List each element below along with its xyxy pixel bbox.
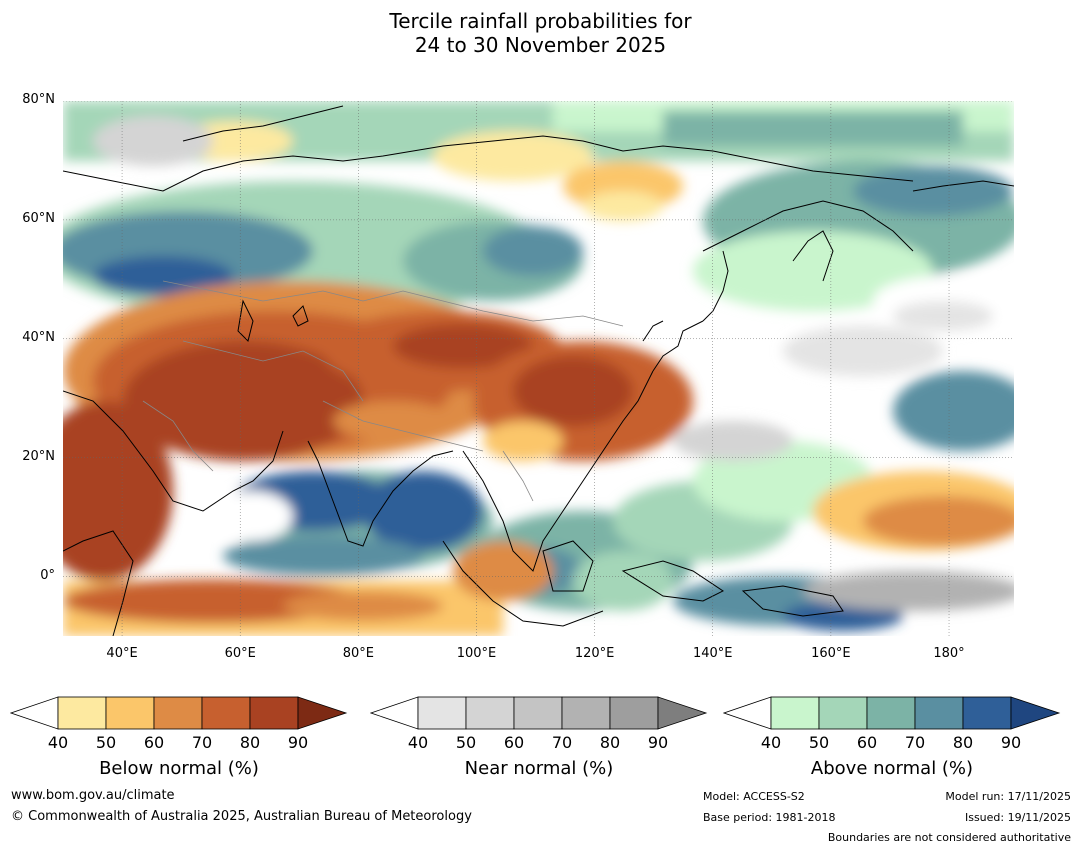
colorbar-segment xyxy=(57,696,107,730)
colorbar-segment xyxy=(914,696,964,730)
colorbar-segment xyxy=(201,696,251,730)
map-title-line2: 24 to 30 November 2025 xyxy=(414,33,667,57)
copyright-text: © Commonwealth of Australia 2025, Austra… xyxy=(11,809,472,824)
colorbar-segment xyxy=(465,696,515,730)
longitude-label: 100°E xyxy=(456,646,497,661)
above-normal-title: Above normal (%) xyxy=(810,758,974,779)
coastlines xyxy=(63,105,1014,636)
colorbar-tick-label: 70 xyxy=(904,733,926,752)
latitude-label: 80°N xyxy=(22,92,55,107)
colorbar-segment xyxy=(513,696,563,730)
colorbar-lower-extension xyxy=(9,696,59,730)
longitude-label: 120°E xyxy=(574,646,615,661)
latitude-label: 0° xyxy=(40,567,55,583)
model-label: Model: ACCESS-S2 xyxy=(703,790,805,803)
colorbar-segment xyxy=(866,696,916,730)
colorbar-tick-label: 40 xyxy=(47,733,69,752)
longitude-label: 180° xyxy=(933,646,965,661)
colorbar-tick-label: 80 xyxy=(239,733,261,752)
boundaries-disclaimer: Boundaries are not considered authoritat… xyxy=(827,831,1071,844)
longitude-label: 80°E xyxy=(342,646,374,661)
probability-field xyxy=(63,101,1014,636)
model-run-label: Model run: 17/11/2025 xyxy=(945,790,1071,803)
colorbar-segment xyxy=(609,696,659,730)
map-title-line1: Tercile rainfall probabilities for xyxy=(389,9,692,33)
colorbar-tick-label: 60 xyxy=(503,733,525,752)
longitude-label: 140°E xyxy=(692,646,733,661)
longitude-label: 60°E xyxy=(224,646,256,661)
colorbar-tick-label: 40 xyxy=(760,733,782,752)
graticule xyxy=(63,101,1014,636)
latitude-label: 40°N xyxy=(22,329,55,345)
below-normal-title: Below normal (%) xyxy=(99,758,259,779)
colorbar-tick-label: 60 xyxy=(856,733,878,752)
issued-label: Issued: 19/11/2025 xyxy=(964,811,1071,824)
near-normal-title: Near normal (%) xyxy=(464,758,614,779)
colorbar-upper-extension xyxy=(297,696,348,730)
colorbar-tick-label: 40 xyxy=(407,733,429,752)
colorbar-tick-label: 90 xyxy=(647,733,669,752)
colorbar-segment xyxy=(249,696,299,730)
colorbar-tick-label: 90 xyxy=(287,733,309,752)
colorbar-tick-label: 50 xyxy=(95,733,117,752)
colorbar-segment xyxy=(105,696,155,730)
colorbar-upper-extension xyxy=(1010,696,1061,730)
map-canvas xyxy=(63,101,1014,636)
below-normal-colorbar xyxy=(9,696,348,734)
colorbar-tick-label: 80 xyxy=(599,733,621,752)
base-period-label: Base period: 1981-2018 xyxy=(703,811,836,824)
colorbar-tick-label: 50 xyxy=(455,733,477,752)
colorbar-tick-label: 70 xyxy=(191,733,213,752)
colorbar-tick-label: 60 xyxy=(143,733,165,752)
colorbar-segment xyxy=(818,696,868,730)
colorbar-tick-label: 90 xyxy=(1000,733,1022,752)
probability-map xyxy=(63,101,1014,636)
colorbar-segment xyxy=(153,696,203,730)
country-boundaries xyxy=(142,280,624,502)
above-normal-colorbar xyxy=(722,696,1061,734)
latitude-label: 60°N xyxy=(22,210,55,226)
colorbar-tick-label: 50 xyxy=(808,733,830,752)
colorbar-segment xyxy=(770,696,820,730)
website-link[interactable]: www.bom.gov.au/climate xyxy=(11,788,175,803)
colorbar-lower-extension xyxy=(369,696,419,730)
colorbar-segment xyxy=(962,696,1012,730)
colorbar-tick-label: 80 xyxy=(952,733,974,752)
colorbar-upper-extension xyxy=(657,696,708,730)
longitude-label: 160°E xyxy=(811,646,851,661)
colorbar-lower-extension xyxy=(722,696,772,730)
latitude-label: 20°N xyxy=(22,448,55,464)
colorbar-segment xyxy=(417,696,467,730)
near-normal-colorbar xyxy=(369,696,708,734)
colorbar-tick-label: 70 xyxy=(551,733,573,752)
colorbar-segment xyxy=(561,696,611,730)
longitude-label: 40°E xyxy=(106,646,138,661)
